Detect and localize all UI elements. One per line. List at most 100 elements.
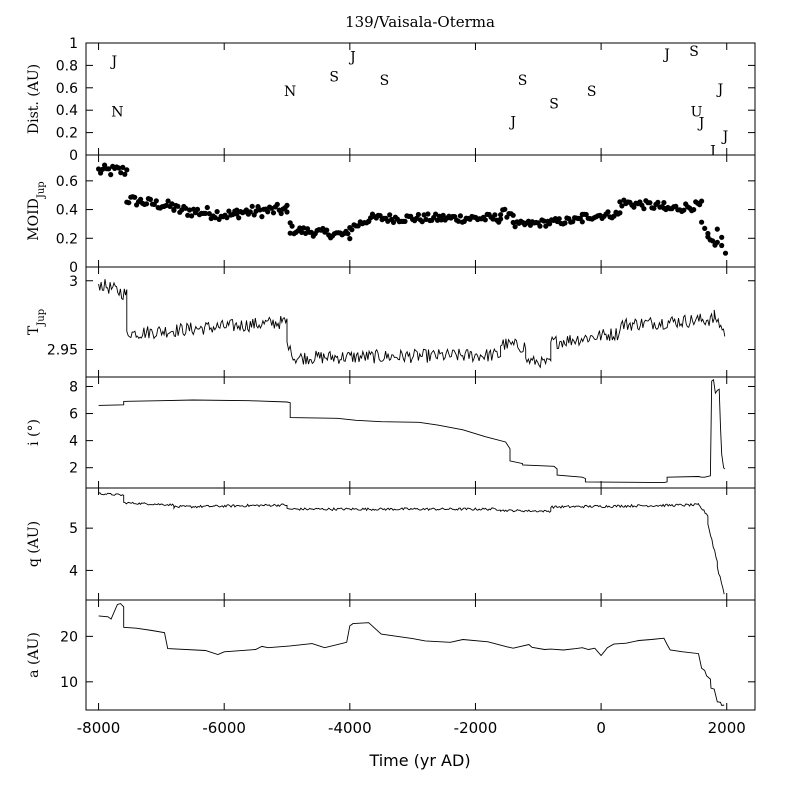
data-point (482, 217, 488, 223)
data-point (719, 242, 725, 249)
data-point (96, 166, 102, 172)
data-point (345, 231, 351, 237)
data-point (719, 234, 725, 240)
plot-area-moid (96, 162, 729, 256)
data-point (204, 204, 210, 211)
planet-label-J: J (716, 82, 724, 98)
series-line-tjup (98, 279, 726, 369)
data-point (214, 209, 220, 215)
data-point (492, 212, 498, 218)
data-point (212, 215, 218, 221)
planet-label-S: S (329, 70, 339, 86)
data-point (390, 219, 397, 225)
data-point (355, 223, 361, 229)
planet-label-U: U (691, 104, 703, 120)
data-point (284, 202, 290, 208)
data-point (702, 225, 708, 231)
data-point (202, 210, 208, 216)
planet-label-J: J (662, 47, 670, 63)
data-point (415, 211, 421, 218)
y-tick-label: 6 (69, 407, 78, 423)
data-point (525, 218, 532, 224)
y-tick-label: 0.4 (56, 203, 78, 219)
planet-label-N: N (111, 104, 123, 120)
data-point (226, 208, 232, 214)
data-point (722, 250, 729, 256)
data-point (287, 230, 293, 236)
data-point (714, 239, 720, 245)
data-point (118, 170, 124, 176)
data-point (249, 203, 255, 209)
y-tick-label: 0.2 (56, 231, 78, 247)
data-point (236, 215, 242, 221)
panel-frame-q (85, 487, 756, 601)
data-point (434, 217, 441, 223)
data-point (171, 207, 177, 213)
data-point (194, 206, 201, 212)
data-point (259, 214, 265, 220)
series-line-q (98, 492, 725, 595)
data-point (611, 213, 617, 219)
plot-area-a (98, 603, 725, 707)
data-point (714, 226, 720, 232)
data-point (455, 218, 462, 224)
data-point (120, 164, 126, 170)
data-point (153, 198, 159, 204)
y-tick-label: 3 (69, 274, 78, 290)
data-point (253, 208, 259, 214)
y-tick-label: 4 (69, 563, 78, 579)
planet-label-J: J (348, 49, 356, 65)
x-tick-label: 2000 (708, 719, 746, 737)
y-tick-label: 10 (60, 675, 78, 691)
data-point (661, 200, 667, 206)
data-point (419, 219, 425, 225)
data-point (619, 203, 625, 209)
data-point (655, 199, 661, 205)
data-point (183, 205, 189, 211)
data-point (187, 207, 193, 213)
data-point (556, 216, 562, 222)
data-point (122, 171, 128, 177)
y-tick-label: 8 (69, 379, 78, 395)
panel-frame-dist (85, 42, 756, 156)
data-point (175, 203, 181, 209)
y-tick-label: 0.8 (56, 58, 78, 74)
y-tick-label: 0.2 (56, 126, 78, 142)
x-tick-label: -2000 (454, 719, 498, 737)
data-point (126, 200, 132, 206)
data-point (189, 213, 195, 219)
y-tick-label: 2 (69, 461, 78, 477)
planet-label-J: J (721, 129, 729, 145)
data-point (498, 216, 504, 222)
data-point (297, 225, 303, 231)
data-point (537, 223, 543, 229)
data-point (185, 212, 191, 218)
plot-area-incl (98, 378, 726, 484)
planet-label-J: J (708, 144, 716, 160)
y-tick-label: 0.4 (56, 103, 78, 119)
data-point (433, 211, 439, 217)
plot-area-q (98, 492, 725, 595)
planet-label-J: J (697, 116, 705, 132)
data-point (681, 207, 687, 213)
plot-area-tjup (98, 279, 726, 369)
panel-frame-moid (85, 154, 756, 268)
data-point (541, 218, 547, 224)
data-point (138, 196, 144, 202)
data-point (617, 199, 623, 205)
data-point (691, 207, 697, 213)
y-axis-label-a: a (AU) (26, 632, 42, 678)
data-point (206, 211, 212, 217)
panel-frame-a (85, 599, 756, 711)
data-point (163, 202, 169, 209)
y-axis-label-incl: i (°) (26, 419, 42, 446)
y-tick-label: 0 (69, 148, 78, 164)
data-point (512, 224, 518, 230)
y-tick-label: 0.6 (56, 174, 78, 190)
y-axis-label-q: q (AU) (26, 521, 42, 567)
series-line-a (98, 603, 725, 707)
chart-title: 139/Vaisala-Oterma (345, 13, 495, 31)
